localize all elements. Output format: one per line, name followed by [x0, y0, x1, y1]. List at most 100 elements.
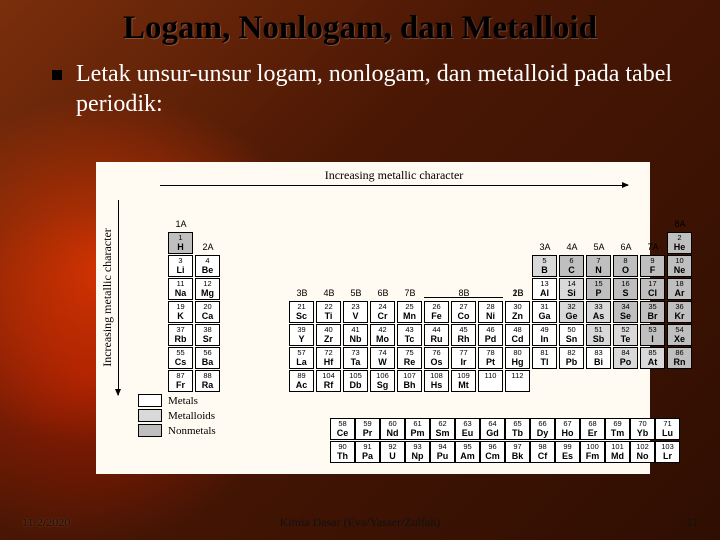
- element-cell: 48Cd: [505, 324, 530, 346]
- element-number: 7: [587, 257, 610, 265]
- element-symbol: Tl: [533, 358, 556, 367]
- element-cell: 65Tb: [505, 418, 530, 440]
- element-cell: 49In: [532, 324, 557, 346]
- element-number: 86: [668, 349, 691, 357]
- element-cell: 43Tc: [397, 324, 422, 346]
- element-symbol: Fe: [425, 312, 448, 321]
- legend-swatch-metalloid: [138, 409, 162, 422]
- element-cell: 26Fe: [424, 301, 449, 323]
- element-number: 87: [169, 372, 192, 380]
- element-cell: 57La: [289, 347, 314, 369]
- element-number: 70: [631, 420, 654, 428]
- element-cell: 59Pr: [355, 418, 380, 440]
- left-arrow: Increasing metallic character: [100, 200, 114, 395]
- element-cell: 86Rn: [667, 347, 692, 369]
- element-number: 54: [668, 326, 691, 334]
- top-arrow: Increasing metallic character: [160, 168, 628, 186]
- element-cell: 18Ar: [667, 278, 692, 300]
- element-cell: 72Hf: [316, 347, 341, 369]
- arrow-down-icon: [118, 200, 119, 395]
- group-label: 8A: [667, 220, 693, 229]
- element-number: 44: [425, 326, 448, 334]
- element-cell: 78Pt: [478, 347, 503, 369]
- element-symbol: Si: [560, 289, 583, 298]
- element-symbol: Th: [331, 452, 354, 461]
- element-cell: 12Mg: [195, 278, 220, 300]
- element-symbol: Pr: [356, 429, 379, 438]
- element-symbol: F: [641, 266, 664, 275]
- element-cell: 31Ga: [532, 301, 557, 323]
- legend-swatch-metal: [138, 394, 162, 407]
- element-symbol: H: [169, 243, 192, 252]
- element-number: 100: [581, 443, 604, 451]
- element-symbol: Ru: [425, 335, 448, 344]
- element-symbol: Pt: [479, 358, 502, 367]
- group-label: 7A: [640, 243, 666, 252]
- element-cell: 62Sm: [430, 418, 455, 440]
- element-cell: 81Tl: [532, 347, 557, 369]
- element-number: 27: [452, 303, 475, 311]
- legend-row-nonmetals: Nonmetals: [138, 424, 216, 437]
- element-symbol: Kr: [668, 312, 691, 321]
- footer-page-number: 11: [686, 515, 698, 530]
- element-cell: 39Y: [289, 324, 314, 346]
- element-symbol: N: [587, 266, 610, 275]
- element-symbol: Bi: [587, 358, 610, 367]
- element-symbol: Tc: [398, 335, 421, 344]
- group-label: 1A: [168, 220, 194, 229]
- element-cell: 10Ne: [667, 255, 692, 277]
- legend-label-metals: Metals: [168, 395, 198, 407]
- element-cell: 94Pu: [430, 441, 455, 463]
- element-cell: 108Hs: [424, 370, 449, 392]
- element-cell: 25Mn: [397, 301, 422, 323]
- element-number: 69: [606, 420, 629, 428]
- element-number: 50: [560, 326, 583, 334]
- element-symbol: Pd: [479, 335, 502, 344]
- element-number: 106: [371, 372, 394, 380]
- element-cell: 69Tm: [605, 418, 630, 440]
- element-symbol: Y: [290, 335, 313, 344]
- element-number: 16: [614, 280, 637, 288]
- element-number: 2: [668, 234, 691, 242]
- element-cell: 55Cs: [168, 347, 193, 369]
- element-number: 91: [356, 443, 379, 451]
- top-arrow-label: Increasing metallic character: [325, 168, 464, 182]
- element-symbol: V: [344, 312, 367, 321]
- element-cell: 33As: [586, 301, 611, 323]
- element-symbol: In: [533, 335, 556, 344]
- element-symbol: Rn: [668, 358, 691, 367]
- element-number: 60: [381, 420, 404, 428]
- element-cell: 17Cl: [640, 278, 665, 300]
- element-number: 18: [668, 280, 691, 288]
- element-symbol: Gd: [481, 429, 504, 438]
- element-cell: 21Sc: [289, 301, 314, 323]
- element-number: 71: [656, 420, 679, 428]
- legend-row-metalloids: Metalloids: [138, 409, 216, 422]
- element-symbol: Cl: [641, 289, 664, 298]
- element-number: 108: [425, 372, 448, 380]
- element-cell: 66Dy: [530, 418, 555, 440]
- element-symbol: Pu: [431, 452, 454, 461]
- element-cell: 83Bi: [586, 347, 611, 369]
- element-cell: 63Eu: [455, 418, 480, 440]
- group-label: 4B: [316, 289, 342, 298]
- element-cell: 13Al: [532, 278, 557, 300]
- element-number: 109: [452, 372, 475, 380]
- element-cell: 89Ac: [289, 370, 314, 392]
- element-symbol: Db: [344, 381, 367, 390]
- element-cell: 96Cm: [480, 441, 505, 463]
- element-symbol: Ac: [290, 381, 313, 390]
- element-number: 82: [560, 349, 583, 357]
- group-label: 3B: [289, 289, 315, 298]
- element-symbol: Mo: [371, 335, 394, 344]
- element-number: 4: [196, 257, 219, 265]
- legend: Metals Metalloids Nonmetals: [138, 394, 216, 439]
- element-number: 101: [606, 443, 629, 451]
- element-cell: 98Cf: [530, 441, 555, 463]
- element-cell: 27Co: [451, 301, 476, 323]
- element-symbol: Ti: [317, 312, 340, 321]
- element-number: 48: [506, 326, 529, 334]
- element-cell: 91Pa: [355, 441, 380, 463]
- element-number: 85: [641, 349, 664, 357]
- element-number: 8: [614, 257, 637, 265]
